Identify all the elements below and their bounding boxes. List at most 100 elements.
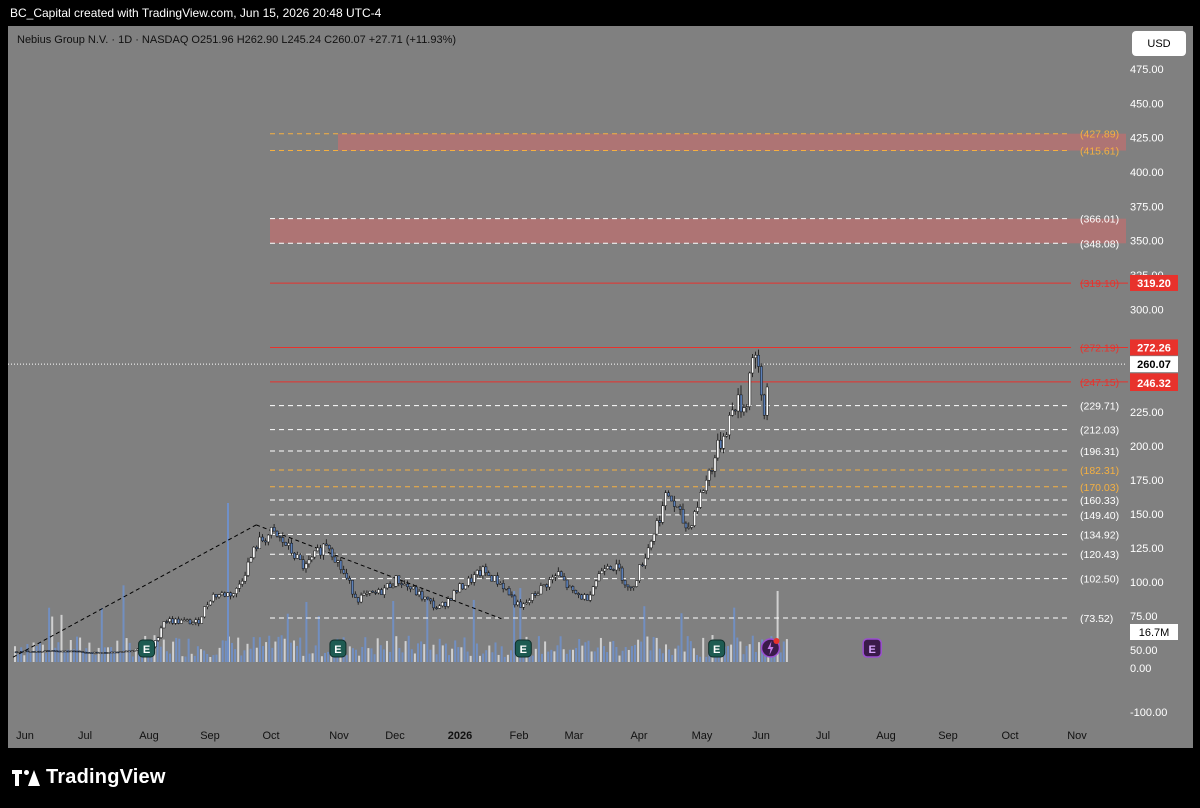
volume-badge [1130, 624, 1178, 640]
volume-bar [60, 614, 63, 662]
candle-down [348, 577, 351, 581]
volume-bar [482, 653, 485, 662]
volume-bar [91, 652, 94, 662]
volume-bar [159, 646, 162, 662]
candle-down [354, 593, 357, 598]
volume-bar [510, 650, 512, 662]
price-level-label: (134.92) [1080, 530, 1119, 542]
candle-down [684, 522, 688, 529]
volume-bar [274, 641, 277, 662]
candle-up [362, 593, 366, 596]
candle-up [211, 594, 215, 602]
volume-bar [630, 646, 633, 662]
volume-bar [85, 648, 88, 662]
price-badge-label: 246.32 [1137, 378, 1171, 390]
candle-down [171, 618, 175, 624]
candle-down [429, 598, 433, 602]
volume-bar [488, 645, 491, 662]
volume-bar [745, 645, 748, 662]
currency-button[interactable]: USD [1132, 31, 1186, 56]
candle-up [661, 505, 665, 523]
candle-up [235, 588, 238, 594]
volume-bar [556, 645, 559, 662]
volume-bar [224, 640, 227, 662]
candle-down [371, 590, 375, 593]
lightning-icon [767, 641, 774, 655]
future-earnings-icon [862, 638, 882, 658]
volume-bar [646, 636, 649, 662]
tradingview-brand: TradingView [46, 766, 166, 788]
volume-bar [754, 651, 757, 662]
candle-down [513, 595, 517, 606]
y-axis-tick-label: 300.00 [1130, 304, 1164, 316]
candle-down [327, 545, 331, 550]
volume-bar [776, 590, 779, 662]
volume-bar [100, 608, 103, 662]
volume-bar [441, 645, 444, 662]
candle-up [649, 541, 653, 549]
volume-bar [296, 645, 299, 662]
volume-bar [460, 647, 463, 662]
volume-bar [404, 641, 407, 662]
candle-down [443, 602, 447, 607]
candle-up [702, 490, 705, 493]
volume-bar [240, 655, 243, 662]
volume-bar [500, 646, 503, 662]
candle-down [478, 570, 482, 576]
volume-bar [348, 646, 351, 662]
price-badge [1130, 375, 1178, 392]
candle-down [762, 394, 766, 416]
chart-area[interactable]: (427.89) (415.61) (366.01) (348.08) (319.10)… [8, 26, 1193, 748]
earnings-icon-letter: E [334, 644, 341, 656]
candle-down [562, 576, 566, 581]
volume-bar [370, 648, 373, 662]
volume-bar [708, 652, 711, 662]
x-axis-tick-label: 2026 [448, 730, 472, 742]
candle-up [377, 589, 380, 594]
candle-up [615, 563, 618, 571]
candle-up [313, 550, 317, 558]
candle-up [98, 652, 102, 654]
candle-down [507, 588, 511, 596]
candle-down [330, 548, 334, 558]
earnings-icon-letter: E [143, 644, 150, 656]
volume-bar [516, 653, 519, 662]
candle-down [612, 569, 615, 571]
candle-up [481, 566, 485, 576]
volume-bar [237, 637, 240, 662]
candle-up [220, 592, 224, 596]
future-earnings-letter: E [868, 644, 875, 656]
candle-up [258, 536, 262, 549]
volume-bar [720, 654, 723, 662]
candle-down [710, 470, 714, 472]
y-axis-tick-label: 425.00 [1130, 133, 1164, 145]
candle-down [426, 596, 430, 600]
candle-up [751, 357, 755, 374]
price-badge-label: 260.07 [1137, 359, 1171, 371]
x-axis-tick-label: Nov [1067, 730, 1087, 742]
volume-bar [299, 637, 302, 662]
volume-bar [14, 646, 16, 662]
volume-bar [308, 653, 311, 662]
candle-down [519, 601, 523, 608]
price-level-label: (348.08) [1080, 238, 1119, 250]
candle-up [423, 596, 427, 600]
earnings-icon-letter: E [520, 644, 527, 656]
volume-bar [169, 653, 171, 662]
volume-bar [196, 646, 199, 662]
candle-down [629, 586, 633, 589]
candle-up [588, 594, 592, 601]
volume-bar [234, 649, 237, 662]
price-chart[interactable]: (427.89) (415.61) (366.01) (348.08) (319.10)… [8, 26, 1193, 748]
candle-down [223, 592, 227, 597]
candle-up [29, 651, 32, 653]
candle-up [200, 616, 204, 624]
volume-bar [578, 639, 581, 662]
volume-bar [457, 647, 460, 662]
candle-down [75, 650, 79, 653]
volume-bar [665, 644, 667, 662]
volume-bar [448, 655, 450, 662]
volume-bar [373, 654, 376, 662]
volume-bar [252, 637, 255, 662]
candle-up [368, 590, 372, 594]
